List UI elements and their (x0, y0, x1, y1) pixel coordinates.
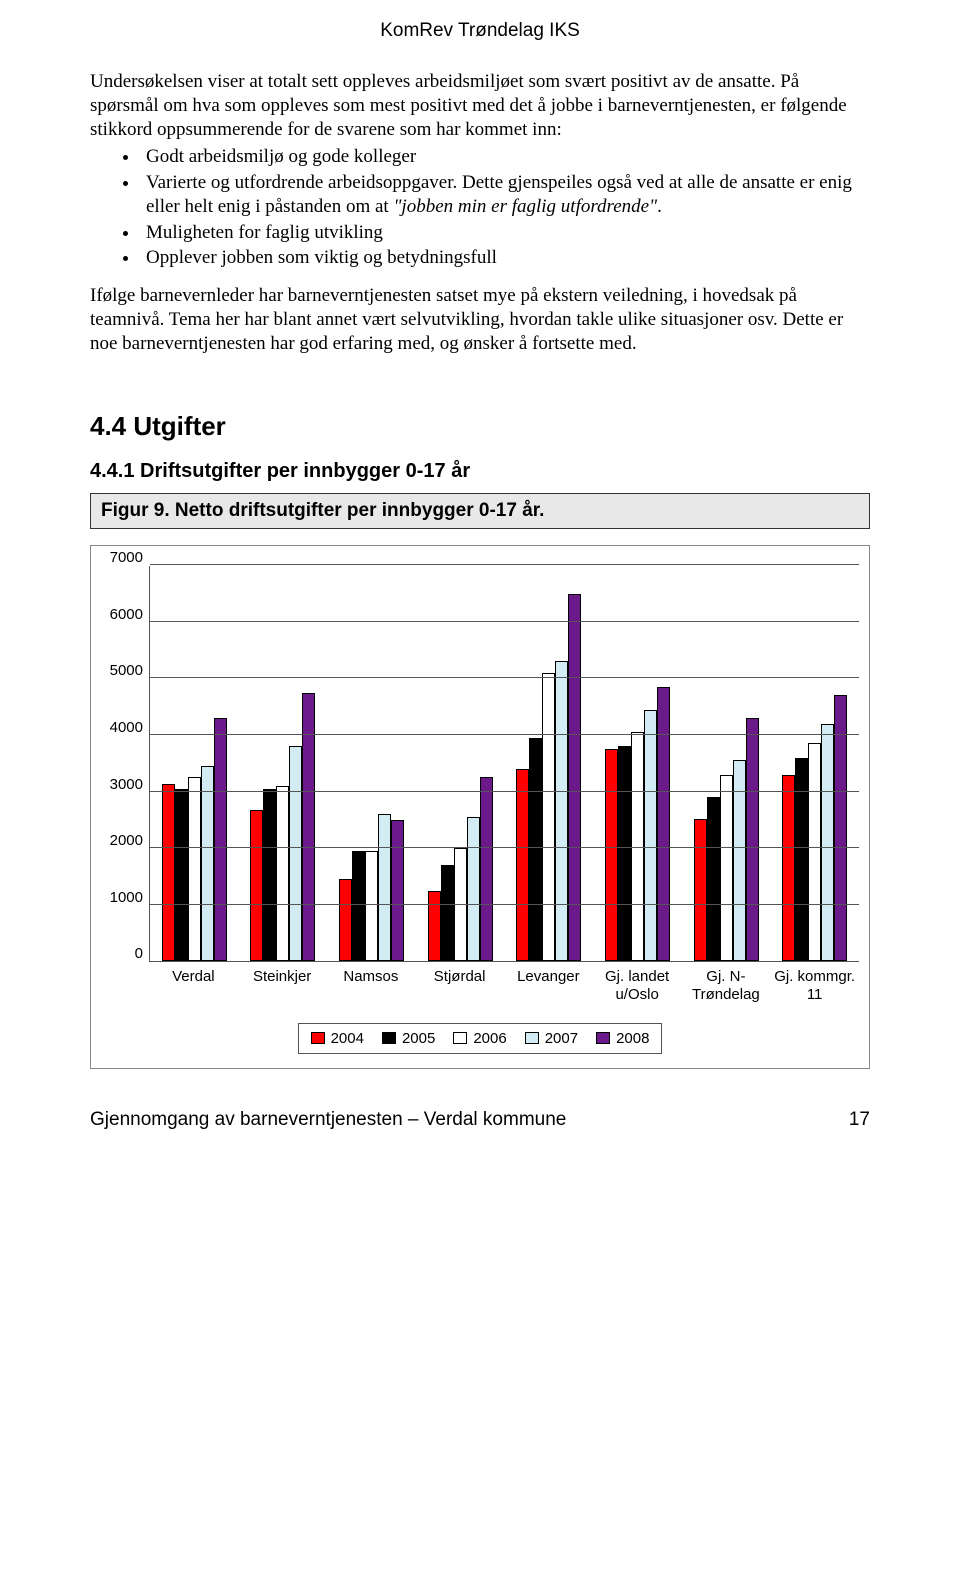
gridline (150, 564, 859, 565)
bullet-2-post: . (657, 196, 662, 217)
bar (352, 851, 365, 961)
section-heading-utgifter: 4.4 Utgifter (90, 411, 870, 442)
bar-group (327, 566, 416, 961)
gridline (150, 904, 859, 905)
bar (289, 746, 302, 961)
bar (529, 738, 542, 961)
bar (480, 777, 493, 961)
legend-swatch (382, 1032, 396, 1044)
bar (720, 775, 733, 962)
bar (250, 810, 263, 962)
gridline (150, 621, 859, 622)
bar (694, 819, 707, 962)
paragraph-2: Ifølge barnevernleder har barneverntjene… (90, 284, 870, 355)
bar (605, 749, 618, 961)
bullet-3: Muligheten for faglig utvikling (140, 221, 870, 245)
bar-group (416, 566, 505, 961)
bar (214, 718, 227, 961)
legend-swatch (453, 1032, 467, 1044)
bar (365, 851, 378, 961)
x-label: Verdal (149, 968, 238, 1003)
bar (391, 820, 404, 961)
bullet-1: Godt arbeidsmiljø og gode kolleger (140, 145, 870, 169)
bullet-4: Opplever jobben som viktig og betydnings… (140, 246, 870, 270)
legend-item: 2005 (382, 1030, 435, 1047)
x-label: Gj. landetu/Oslo (593, 968, 682, 1003)
page-number: 17 (849, 1109, 870, 1131)
bar (516, 769, 529, 961)
gridline (150, 677, 859, 678)
legend-label: 2005 (402, 1030, 435, 1047)
bar (175, 789, 188, 962)
intro-paragraph: Undersøkelsen viser at totalt sett opple… (90, 70, 870, 141)
bar-group (593, 566, 682, 961)
x-label: Namsos (327, 968, 416, 1003)
legend-swatch (525, 1032, 539, 1044)
bar (746, 718, 759, 961)
legend-label: 2008 (616, 1030, 649, 1047)
bar-group (682, 566, 771, 961)
subsection-heading: 4.4.1 Driftsutgifter per innbygger 0-17 … (90, 460, 870, 483)
legend-swatch (311, 1032, 325, 1044)
bar-group (770, 566, 859, 961)
bullet-list: Godt arbeidsmiljø og gode kolleger Varie… (90, 145, 870, 270)
gridline (150, 847, 859, 848)
bar (276, 786, 289, 961)
bar (441, 865, 454, 961)
bar (834, 695, 847, 961)
y-axis: 70006000500040003000200010000 (101, 566, 149, 962)
bar (821, 724, 834, 962)
bar-group (150, 566, 239, 961)
x-label: Gj. N-Trøndelag (682, 968, 771, 1003)
bullet-2: Varierte og utfordrende arbeidsoppgaver.… (140, 171, 870, 219)
plot-area (149, 566, 859, 962)
bar (618, 746, 631, 961)
bar (188, 777, 201, 961)
bar (782, 775, 795, 962)
bar (162, 784, 175, 961)
bar (707, 797, 720, 961)
bar (555, 661, 568, 961)
bar (378, 814, 391, 961)
header-org: KomRev Trøndelag IKS (90, 20, 870, 42)
x-label: Levanger (504, 968, 593, 1003)
gridline (150, 791, 859, 792)
x-label: Steinkjer (238, 968, 327, 1003)
bar-chart: 70006000500040003000200010000 VerdalStei… (90, 545, 870, 1069)
bar (568, 594, 581, 962)
figure-caption: Figur 9. Netto driftsutgifter per innbyg… (90, 493, 870, 529)
bar (302, 693, 315, 962)
bar (339, 879, 352, 961)
bar (467, 817, 480, 961)
bar (542, 673, 555, 962)
bullet-2-quote: "jobben min er faglig utfordrende" (393, 196, 657, 217)
x-axis-labels: VerdalSteinkjerNamsosStjørdalLevangerGj.… (149, 968, 859, 1003)
page-footer: Gjennomgang av barneverntjenesten – Verd… (90, 1109, 870, 1131)
bar (795, 758, 808, 962)
legend-item: 2008 (596, 1030, 649, 1047)
legend-item: 2004 (311, 1030, 364, 1047)
footer-text: Gjennomgang av barneverntjenesten – Verd… (90, 1109, 566, 1131)
legend-label: 2007 (545, 1030, 578, 1047)
x-label: Gj. kommgr.11 (770, 968, 859, 1003)
bar-group (505, 566, 594, 961)
bar (201, 766, 214, 961)
bar-group (239, 566, 328, 961)
legend-swatch (596, 1032, 610, 1044)
bar (428, 891, 441, 962)
legend-label: 2004 (331, 1030, 364, 1047)
bar (808, 743, 821, 961)
gridline (150, 734, 859, 735)
bar (657, 687, 670, 961)
x-label: Stjørdal (415, 968, 504, 1003)
legend-item: 2006 (453, 1030, 506, 1047)
bar (263, 789, 276, 962)
legend-label: 2006 (473, 1030, 506, 1047)
chart-legend: 2004 2005 2006 2007 2008 (298, 1023, 663, 1054)
bar (644, 710, 657, 962)
legend-item: 2007 (525, 1030, 578, 1047)
